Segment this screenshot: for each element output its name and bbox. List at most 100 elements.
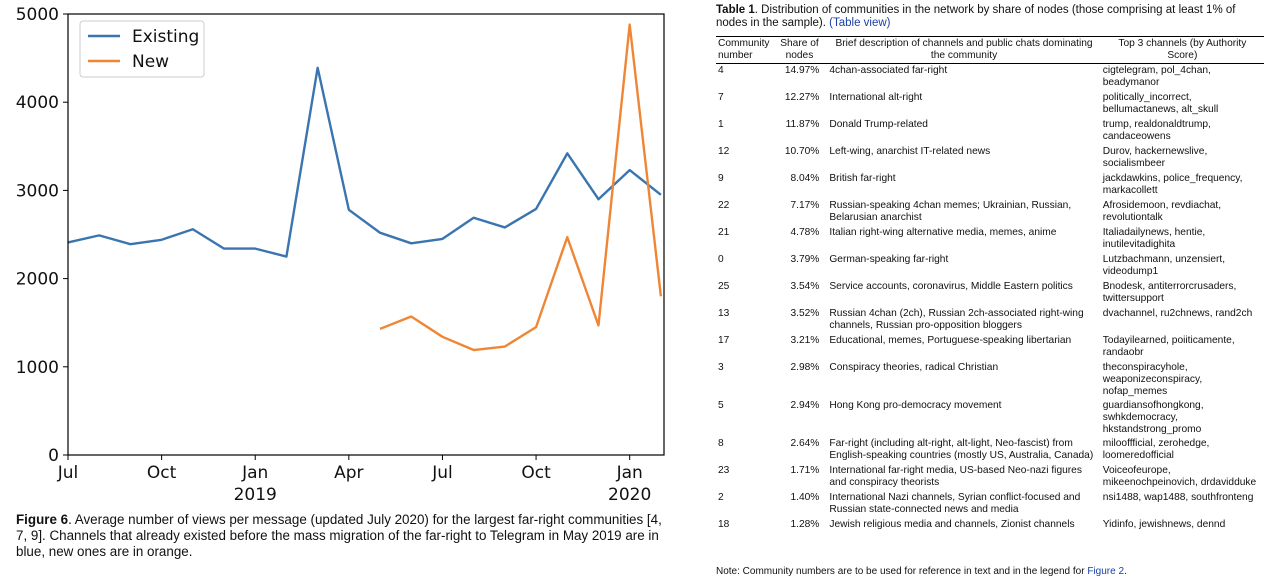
table-cell: 4 — [718, 65, 724, 76]
communities-table: Community number Share of nodes Brief desc… — [716, 36, 1264, 545]
table-cell: 13 — [718, 308, 730, 319]
table-cell: International far-right media, US-based … — [829, 465, 1082, 488]
table-cell: Italian right-wing alternative media, me… — [829, 227, 1057, 238]
table-panel: Table 1. Distribution of communities in … — [716, 4, 1266, 545]
table-cell: 7 — [718, 92, 724, 103]
table-row: 17 3.21% Educational, memes, Portuguese-sp… — [716, 334, 1264, 361]
table-cell: 10.70% — [784, 146, 820, 157]
figure-caption-text: . Average number of views per message (u… — [16, 512, 662, 559]
table-cell: cigtelegram, pol_4chan, beadymanor — [1102, 65, 1211, 88]
table-header-3: Top 3 channels (by Authority Score) — [1100, 36, 1264, 64]
table-cell: Voiceofeurope, mikeenochpeinovich, drdav… — [1102, 465, 1257, 488]
table-cell: Durov, hackernewslive, socialismbeer — [1102, 146, 1208, 169]
table-cell: Educational, memes, Portuguese-speaking … — [829, 335, 1072, 346]
table-cell: milooffficial, zerohedge, loomeredoffici… — [1102, 438, 1210, 461]
table-cell: 3.52% — [790, 308, 820, 319]
table-cell: 3.54% — [790, 281, 820, 292]
legend-label-existing: Existing — [132, 27, 199, 47]
x-tick-label: Jan — [241, 463, 268, 483]
table-cell: Afrosidemoon, revdiachat, revolutiontalk — [1102, 200, 1222, 223]
table-cell: 2.64% — [790, 438, 820, 449]
table-cell: 7.17% — [790, 200, 820, 211]
table-note: Note: Community numbers are to be used f… — [716, 566, 1127, 577]
table-cell: 14.97% — [784, 65, 820, 76]
table-cell: Service accounts, coronavirus, Middle Ea… — [829, 281, 1073, 292]
table-row: 0 3.79% German-speaking far-right Lutzbachm… — [716, 253, 1264, 280]
table-row: 9 8.04% British far-right jackdawkins, poli… — [716, 172, 1264, 199]
table-cell: 12.27% — [784, 92, 820, 103]
table-body: 4 14.97% 4chan-associated far-right cigtele… — [716, 64, 1264, 546]
table-cell: 1 — [718, 119, 724, 130]
x-tick-label: Apr — [334, 463, 363, 483]
table-row: 22 7.17% Russian-speaking 4chan memes; Ukr… — [716, 199, 1264, 226]
table-cell: 5 — [718, 400, 724, 411]
x-tick-label: 2020 — [608, 485, 651, 505]
y-tick-label: 1000 — [16, 358, 59, 378]
table-cell: Russian 4chan (2ch), Russian 2ch-associa… — [829, 308, 1084, 331]
x-tick-label: Jul — [57, 463, 79, 483]
table-row: 7 12.27% International alt-right politicall… — [716, 91, 1264, 118]
table-view-link[interactable]: (Table view) — [829, 17, 891, 29]
y-tick-label: 3000 — [16, 181, 59, 201]
table-cell: 17 — [718, 335, 730, 346]
table-row: 3 2.98% Conspiracy theories, radical Chris… — [716, 361, 1264, 399]
figure-caption: Figure 6. Average number of views per me… — [16, 512, 672, 560]
plot-frame — [67, 13, 665, 456]
table-cell: Todayilearned, poiiticamente, randaobr — [1102, 335, 1235, 358]
table-cell: 25 — [718, 281, 730, 292]
y-tick-label: 2000 — [16, 270, 59, 290]
table-label: Table 1 — [716, 4, 755, 16]
table-cell: 22 — [718, 200, 730, 211]
table-row: 8 2.64% Far-right (including alt-right, al… — [716, 437, 1264, 464]
legend-label-new: New — [132, 52, 169, 72]
table-row: 1 11.87% Donald Trump-related trump, realdo… — [716, 118, 1264, 145]
table-cell: Donald Trump-related — [829, 119, 928, 130]
table-cell: Bnodesk, antiterrorcrusaders, twittersup… — [1102, 281, 1237, 304]
table-header-row: Community number Share of nodes Brief desc… — [716, 36, 1264, 64]
table-row: 13 3.52% Russian 4chan (2ch), Russian 2ch-… — [716, 307, 1264, 334]
table-row: 2 1.40% International Nazi channels, Syria… — [716, 491, 1264, 518]
table-cell: 1.71% — [790, 465, 820, 476]
table-row: 12 10.70% Left-wing, anarchist IT-related … — [716, 145, 1264, 172]
x-tick-label: Oct — [147, 463, 177, 483]
table-cell: Hong Kong pro-democracy movement — [829, 400, 1002, 411]
table-cell: Italiadailynews, hentie, inutilevitadigh… — [1102, 227, 1206, 250]
table-cell: German-speaking far-right — [829, 254, 949, 265]
table-cell: 0 — [718, 254, 724, 265]
table-cell: nsi1488, wap1488, southfronteng — [1102, 492, 1254, 503]
table-caption: Table 1. Distribution of communities in … — [716, 4, 1266, 30]
x-tick-label: 2019 — [234, 485, 277, 505]
y-tick-label: 0 — [48, 446, 59, 466]
table-cell: Russian-speaking 4chan memes; Ukrainian,… — [829, 200, 1072, 223]
table-cell: theconspiracyhole, weaponizeconspiracy, … — [1102, 362, 1203, 397]
table-cell: Lutzbachmann, unzensiert, videodump1 — [1102, 254, 1226, 277]
table-cell: 1.40% — [790, 492, 820, 503]
table-cell: 4.78% — [790, 227, 820, 238]
figure-2-link[interactable]: Figure 2 — [1087, 566, 1125, 577]
note-end: . — [1124, 566, 1127, 577]
table-cell: 2 — [718, 492, 724, 503]
table-cell: jackdawkins, police_frequency, markacoll… — [1102, 173, 1243, 196]
x-tick-label: Oct — [521, 463, 551, 483]
table-header-1: Share of nodes — [771, 36, 828, 64]
figure-label: Figure 6 — [16, 512, 69, 527]
note-text: Note: Community numbers are to be used f… — [716, 566, 1088, 577]
table-row: 5 2.94% Hong Kong pro-democracy movement gu… — [716, 399, 1264, 437]
table-cell: 8.04% — [790, 173, 820, 184]
table-cell: guardiansofhongkong, swhkdemocracy, hkst… — [1102, 400, 1204, 435]
table-row: 23 1.71% International far-right media, US… — [716, 464, 1264, 491]
table-cell: International Nazi channels, Syrian conf… — [829, 492, 1081, 515]
table-cell: 2.98% — [790, 362, 820, 373]
series-line-new — [379, 23, 663, 352]
table-cell: British far-right — [829, 173, 896, 184]
table-row: 21 4.78% Italian right-wing alternative me… — [716, 226, 1264, 253]
table-cell: 2.94% — [790, 400, 820, 411]
table-cell: 4chan-associated far-right — [829, 65, 948, 76]
table-cell: 9 — [718, 173, 724, 184]
table-cell: 3.79% — [790, 254, 820, 265]
table-row: 25 3.54% Service accounts, coronavirus, Mi… — [716, 280, 1264, 307]
table-cell: 18 — [718, 519, 730, 530]
table-cell: 8 — [718, 438, 724, 449]
table-cell: 3 — [718, 362, 724, 373]
